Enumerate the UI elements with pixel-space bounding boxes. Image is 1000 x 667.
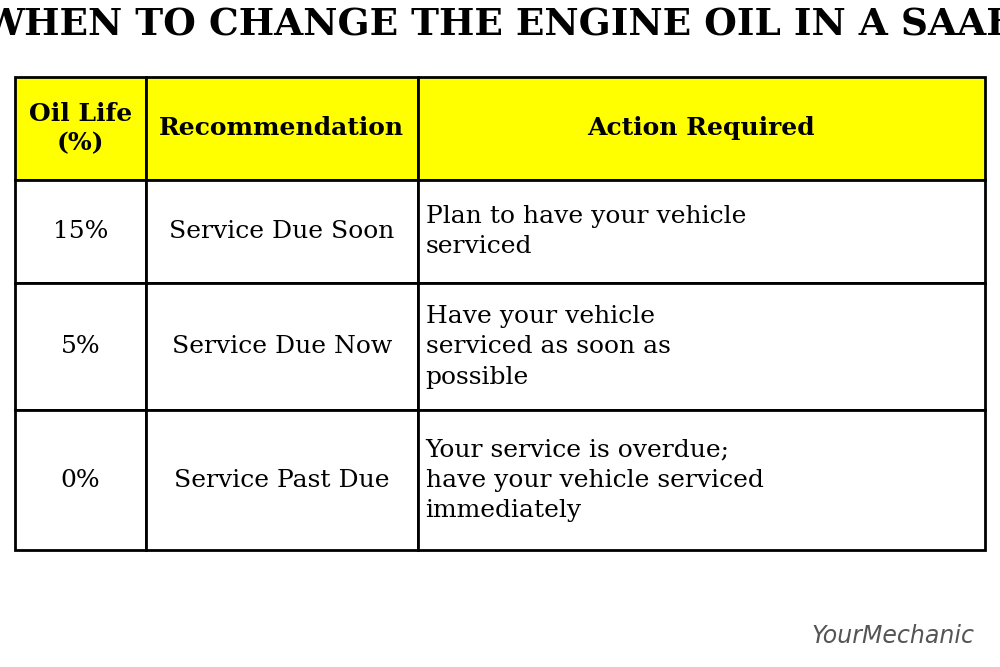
Text: Have your vehicle
serviced as soon as
possible: Have your vehicle serviced as soon as po…	[426, 305, 670, 389]
Bar	[418, 180, 985, 283]
Bar	[146, 77, 418, 180]
Text: Service Due Soon: Service Due Soon	[169, 220, 394, 243]
Text: 5%: 5%	[61, 336, 100, 358]
Bar	[146, 410, 418, 550]
Text: Your service is overdue;
have your vehicle serviced
immediately: Your service is overdue; have your vehic…	[426, 438, 763, 522]
Text: Plan to have your vehicle
serviced: Plan to have your vehicle serviced	[426, 205, 746, 258]
Text: YourMechanic: YourMechanic	[812, 624, 975, 648]
Bar	[146, 180, 418, 283]
Bar	[418, 410, 985, 550]
Bar	[418, 77, 985, 180]
Text: Oil Life
(%): Oil Life (%)	[29, 101, 132, 155]
Text: Action Required: Action Required	[587, 117, 815, 140]
Text: Service Due Now: Service Due Now	[172, 336, 392, 358]
Text: Recommendation: Recommendation	[159, 117, 404, 140]
Bar	[15, 410, 146, 550]
Text: 15%: 15%	[53, 220, 108, 243]
Bar	[146, 283, 418, 410]
Bar	[15, 283, 146, 410]
Bar	[15, 77, 146, 180]
Text: WHEN TO CHANGE THE ENGINE OIL IN A SAAB: WHEN TO CHANGE THE ENGINE OIL IN A SAAB	[0, 7, 1000, 44]
Text: Service Past Due: Service Past Due	[174, 469, 390, 492]
Bar	[15, 180, 146, 283]
Bar	[418, 283, 985, 410]
Text: 0%: 0%	[61, 469, 100, 492]
